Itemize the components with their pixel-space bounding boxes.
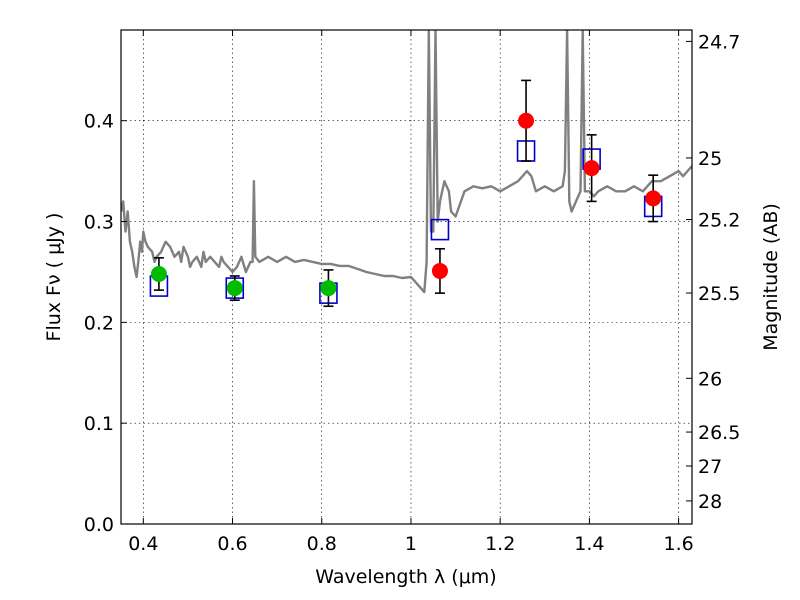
x-tick-label: 0.6: [217, 533, 247, 555]
right-tick-label: 28: [698, 491, 722, 513]
optical-data-point: [320, 280, 337, 297]
ticks: 0.4 0.6 0.8 1 1.2 1.4 1.6 0.0 0.1 0.2 0.3 0.4 24.7 25…: [84, 30, 740, 555]
nir-data-point: [645, 190, 662, 207]
right-tick-label: 27: [698, 456, 722, 478]
x-tick-label: 0.4: [128, 533, 158, 555]
x-tick-label: 1: [405, 533, 417, 555]
right-tick-label: 25.2: [698, 210, 740, 232]
right-tick-label: 25.5: [698, 283, 740, 305]
model-spectrum-line: [121, 30, 692, 294]
x-axis-label: Wavelength λ (μm): [315, 566, 496, 588]
y-tick-label: 0.4: [84, 111, 114, 133]
nir-data-point: [583, 160, 600, 177]
plot-frame: [120, 29, 693, 525]
right-tick-label: 25: [698, 148, 722, 170]
x-tick-label: 1.6: [664, 533, 694, 555]
x-tick-label: 1.4: [574, 533, 604, 555]
right-tick-label: 26: [698, 368, 722, 390]
y-tick-label: 0.3: [84, 212, 114, 234]
nir-data-point: [431, 262, 448, 279]
y-tick-label: 0.1: [84, 413, 114, 435]
model-flux-box: [430, 218, 450, 241]
x-tick-label: 1.2: [485, 533, 515, 555]
y-axis-label: Flux Fν ( μJy ): [43, 213, 65, 342]
series-layer: [121, 30, 692, 308]
y-tick-label: 0.0: [84, 514, 114, 536]
optical-data-point: [226, 280, 243, 297]
right-tick-label: 24.7: [698, 31, 740, 53]
right-tick-label: 26.5: [698, 422, 740, 444]
y-axis-right-label: Magnitude (AB): [760, 203, 782, 351]
y-tick-label: 0.2: [84, 312, 114, 334]
x-tick-label: 0.8: [307, 533, 337, 555]
nir-data-point: [518, 112, 535, 129]
optical-data-point: [150, 265, 167, 282]
